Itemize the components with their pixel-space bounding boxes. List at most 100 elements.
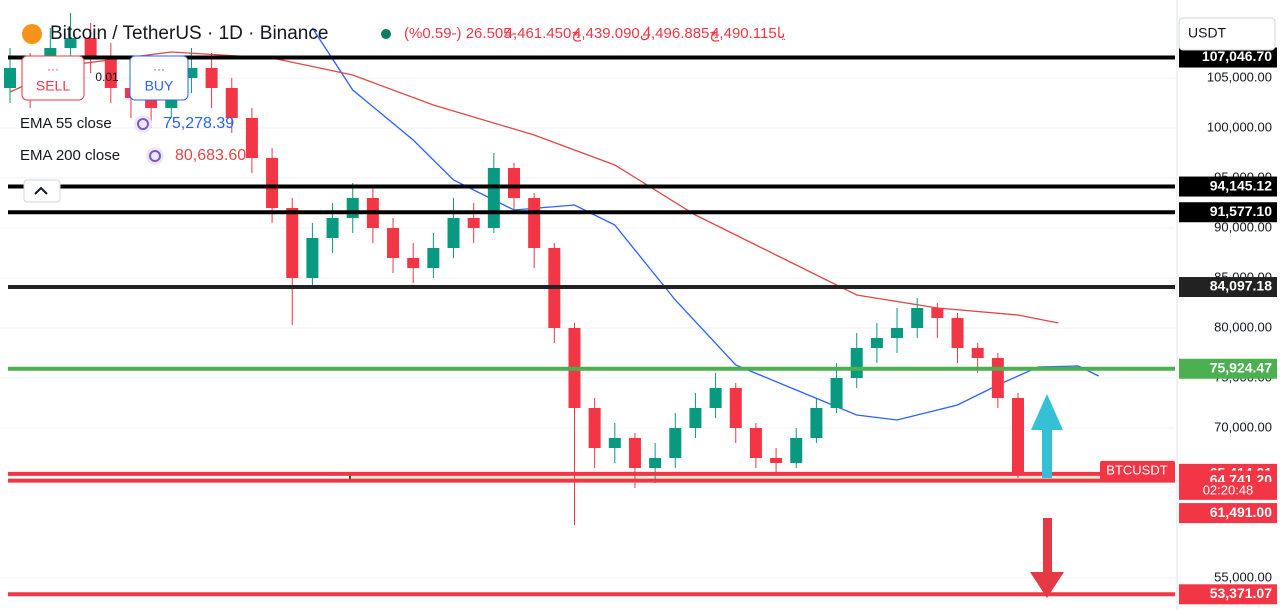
up-arrow [1031, 394, 1063, 478]
ohlc-value: 4,496.885 [643, 25, 710, 42]
candle-body [4, 68, 16, 88]
candle-body [931, 308, 944, 318]
candle-body [487, 168, 500, 228]
currency[interactable]: USDT [1188, 25, 1227, 41]
candle-body [830, 378, 843, 408]
coin-icon [22, 24, 42, 44]
ohlc-value: 4,439.090 [573, 25, 640, 42]
plot [0, 13, 1175, 597]
candle-body [971, 348, 984, 358]
candle-body [346, 198, 359, 218]
candle-body [225, 88, 238, 118]
buy-label[interactable]: BUY [145, 78, 174, 94]
change: -26.505 (-0.59%) [404, 25, 517, 42]
candle-body [467, 218, 480, 228]
collapse-button[interactable] [23, 179, 61, 203]
level-label: 53,371.07 [1210, 585, 1272, 601]
currency-select[interactable] [1178, 17, 1276, 51]
candle-body [669, 428, 682, 458]
y-tick-label: 90,000.00 [1214, 219, 1272, 234]
candle-body [205, 68, 218, 88]
candle-body [649, 458, 662, 468]
ohlc-prefix: ل [640, 25, 651, 42]
ohlc: يا4,490.115ج4,496.885ل4,439.090ج4,461.45… [404, 25, 785, 42]
candle-body [891, 328, 904, 338]
candle-body [991, 358, 1004, 398]
ema-line [9, 51, 1059, 324]
level-label-bg [1179, 47, 1277, 68]
candle-body [387, 228, 400, 258]
candle-body [749, 428, 762, 458]
candle-body [870, 338, 883, 348]
candle-body [689, 408, 702, 428]
legend-icon [146, 147, 164, 165]
sell-label[interactable]: SELL [36, 78, 70, 94]
legend: EMA 55 close 75,278.39 EMA 200 close 80,683… [20, 115, 246, 165]
level-label-bg [1179, 202, 1277, 223]
level-label: 84,097.18 [1210, 278, 1272, 294]
sell-button[interactable] [21, 55, 85, 101]
legend-name: EMA 55 close [20, 115, 112, 132]
down-arrow [1030, 518, 1064, 598]
buy-button[interactable] [129, 55, 189, 101]
candle-body [729, 388, 742, 428]
legend-icon [134, 115, 152, 133]
candle-body [145, 98, 158, 108]
legend-value: 75,278.39 [163, 115, 234, 132]
legend-icon-ring [149, 150, 161, 162]
level-label-bg [1179, 176, 1277, 197]
candle-body [84, 38, 97, 58]
candle-body [427, 248, 440, 268]
y-tick-label: 55,000.00 [1214, 569, 1272, 584]
candle-body [266, 158, 279, 208]
candle-body [306, 238, 319, 278]
candle-body [588, 408, 601, 448]
level-label-bg [1179, 277, 1277, 298]
candle-body [185, 68, 198, 78]
ohlc-prefix: ج [709, 25, 719, 42]
candle-body [790, 438, 803, 463]
symbol-tag: BTCUSDT [1106, 462, 1167, 477]
ohlc-value: 4,490.115 [711, 25, 777, 42]
price-label: 61,491.00 [1210, 504, 1272, 520]
candle-body [286, 208, 299, 278]
market-status [381, 29, 391, 39]
candle-body [104, 58, 117, 88]
candle-body [64, 38, 77, 48]
y-tick-label: 105,000.00 [1207, 69, 1272, 84]
buy-dots: ··· [153, 62, 165, 76]
ohlc-prefix: ج [571, 25, 581, 42]
level-label: 75,924.47 [1210, 359, 1272, 375]
candle-body [709, 388, 722, 408]
y-tick-label: 100,000.00 [1207, 119, 1272, 134]
countdown: 02:20:48 [1203, 482, 1254, 497]
quantity: 0.01 [95, 70, 119, 84]
legend-name: EMA 200 close [20, 147, 120, 164]
ohlc-prefix: يا [777, 25, 786, 42]
symbol-title: Bitcoin / TetherUS · 1D · Binance [50, 23, 328, 44]
level-label: 94,145.12 [1210, 177, 1272, 193]
level-label-bg [1179, 358, 1277, 379]
candle-body [810, 408, 823, 438]
sell-dots: ··· [47, 62, 59, 76]
candle-body [911, 308, 924, 328]
candle-body [326, 218, 339, 238]
candle-body [407, 258, 420, 268]
candle-body [508, 168, 520, 198]
price-label-bg [1179, 503, 1277, 524]
y-tick-label: 70,000.00 [1214, 419, 1272, 434]
legend-icon-ring [137, 118, 149, 130]
countdown-bg [1179, 481, 1277, 500]
candle-body [628, 438, 641, 468]
candle-body [528, 198, 541, 248]
candle-body [951, 318, 964, 348]
legend-value: 80,683.60 [175, 147, 246, 164]
level-label-bg [1179, 584, 1277, 605]
candle-body [608, 438, 621, 448]
candle-body [245, 118, 258, 158]
level-label: 107,046.70 [1202, 48, 1272, 64]
candle-body [770, 458, 783, 463]
price-axis: 105,000.00100,000.0095,000.0090,000.0085… [1100, 47, 1277, 605]
